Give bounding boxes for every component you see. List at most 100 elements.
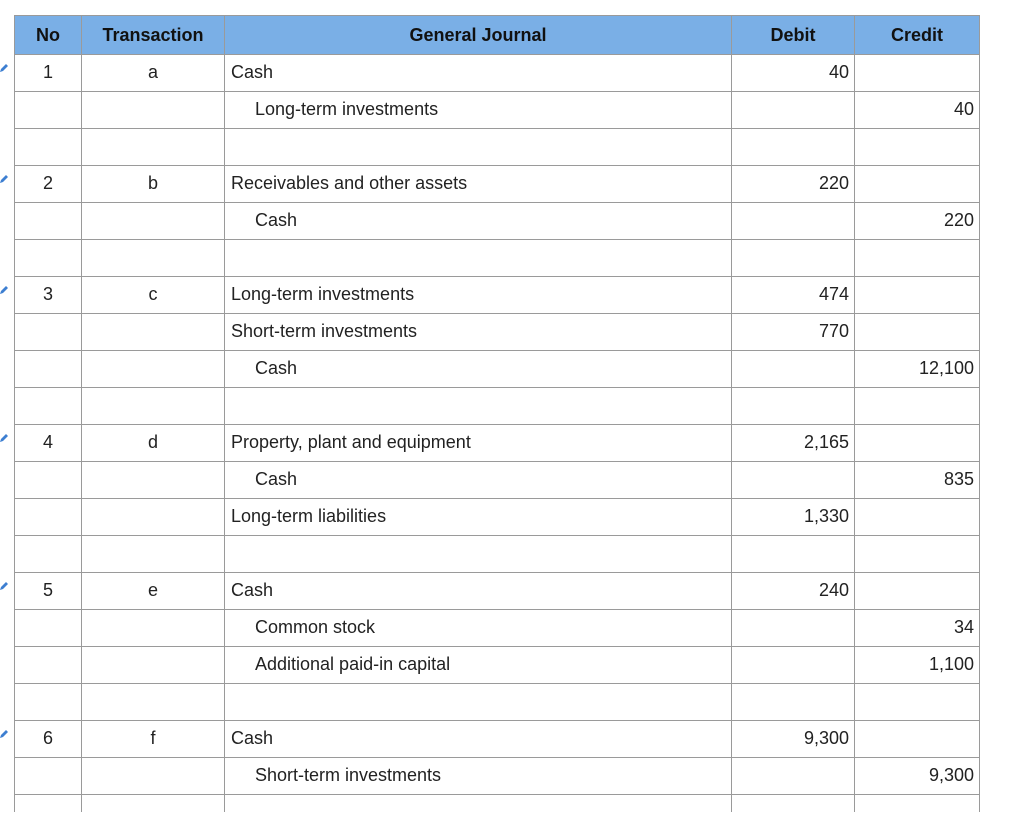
debit-cell	[732, 757, 855, 795]
credit-cell	[855, 424, 980, 462]
account-cell: Cash	[225, 572, 732, 610]
account-cell: Short-term investments	[225, 313, 732, 351]
credit-cell	[855, 535, 980, 573]
no-cell	[14, 313, 82, 351]
transaction-cell	[82, 461, 225, 499]
credit-cell: 220	[855, 202, 980, 240]
edit-icon[interactable]	[0, 63, 9, 72]
credit-cell	[855, 165, 980, 203]
debit-cell	[732, 461, 855, 499]
transaction-cell	[82, 91, 225, 129]
transaction-cell	[82, 498, 225, 536]
column-header: General Journal	[225, 15, 732, 55]
edit-icon[interactable]	[0, 433, 9, 442]
account-cell	[225, 535, 732, 573]
debit-cell: 240	[732, 572, 855, 610]
credit-cell	[855, 54, 980, 92]
credit-cell: 835	[855, 461, 980, 499]
debit-cell	[732, 91, 855, 129]
account-cell: Short-term investments	[225, 757, 732, 795]
no-cell: 3	[14, 276, 82, 314]
account-cell	[225, 239, 732, 277]
no-cell	[14, 535, 82, 573]
edit-icon[interactable]	[0, 174, 9, 183]
no-cell: 6	[14, 720, 82, 758]
credit-cell	[855, 794, 980, 812]
debit-cell	[732, 609, 855, 647]
account-cell: Additional paid-in capital	[225, 646, 732, 684]
debit-cell: 770	[732, 313, 855, 351]
no-cell	[14, 646, 82, 684]
no-cell	[14, 794, 82, 812]
credit-cell	[855, 572, 980, 610]
no-cell: 1	[14, 54, 82, 92]
column-header: Transaction	[82, 15, 225, 55]
debit-cell	[732, 128, 855, 166]
transaction-cell	[82, 128, 225, 166]
debit-cell: 40	[732, 54, 855, 92]
transaction-cell	[82, 683, 225, 721]
transaction-cell: b	[82, 165, 225, 203]
edit-icon[interactable]	[0, 581, 9, 590]
transaction-cell	[82, 387, 225, 425]
transaction-cell	[82, 202, 225, 240]
transaction-cell: c	[82, 276, 225, 314]
credit-cell: 34	[855, 609, 980, 647]
no-cell	[14, 683, 82, 721]
account-cell: Cash	[225, 461, 732, 499]
credit-cell: 12,100	[855, 350, 980, 388]
debit-cell	[732, 646, 855, 684]
debit-cell: 2,165	[732, 424, 855, 462]
account-cell: Cash	[225, 54, 732, 92]
credit-cell	[855, 276, 980, 314]
debit-cell	[732, 239, 855, 277]
transaction-cell	[82, 609, 225, 647]
no-cell	[14, 202, 82, 240]
no-cell	[14, 350, 82, 388]
account-cell: Cash	[225, 202, 732, 240]
transaction-cell: d	[82, 424, 225, 462]
no-cell: 4	[14, 424, 82, 462]
transaction-cell: a	[82, 54, 225, 92]
account-cell	[225, 794, 732, 812]
account-cell	[225, 387, 732, 425]
edit-icon[interactable]	[0, 285, 9, 294]
account-cell: Cash	[225, 350, 732, 388]
no-cell	[14, 387, 82, 425]
transaction-cell	[82, 794, 225, 812]
edit-icon[interactable]	[0, 729, 9, 738]
debit-cell: 9,300	[732, 720, 855, 758]
transaction-cell	[82, 313, 225, 351]
transaction-cell	[82, 239, 225, 277]
column-header: No	[14, 15, 82, 55]
credit-cell	[855, 387, 980, 425]
credit-cell	[855, 720, 980, 758]
account-cell	[225, 128, 732, 166]
account-cell: Long-term investments	[225, 276, 732, 314]
debit-cell	[732, 202, 855, 240]
debit-cell: 1,330	[732, 498, 855, 536]
credit-cell	[855, 239, 980, 277]
transaction-cell	[82, 350, 225, 388]
transaction-cell	[82, 535, 225, 573]
credit-cell: 40	[855, 91, 980, 129]
account-cell: Cash	[225, 720, 732, 758]
credit-cell	[855, 683, 980, 721]
transaction-cell: f	[82, 720, 225, 758]
credit-cell	[855, 498, 980, 536]
debit-cell: 474	[732, 276, 855, 314]
no-cell	[14, 757, 82, 795]
account-cell	[225, 683, 732, 721]
account-cell: Long-term liabilities	[225, 498, 732, 536]
credit-cell	[855, 313, 980, 351]
no-cell	[14, 498, 82, 536]
account-cell: Receivables and other assets	[225, 165, 732, 203]
no-cell	[14, 128, 82, 166]
no-cell	[14, 91, 82, 129]
column-header: Credit	[855, 15, 980, 55]
no-cell: 2	[14, 165, 82, 203]
debit-cell: 220	[732, 165, 855, 203]
column-header: Debit	[732, 15, 855, 55]
no-cell	[14, 239, 82, 277]
